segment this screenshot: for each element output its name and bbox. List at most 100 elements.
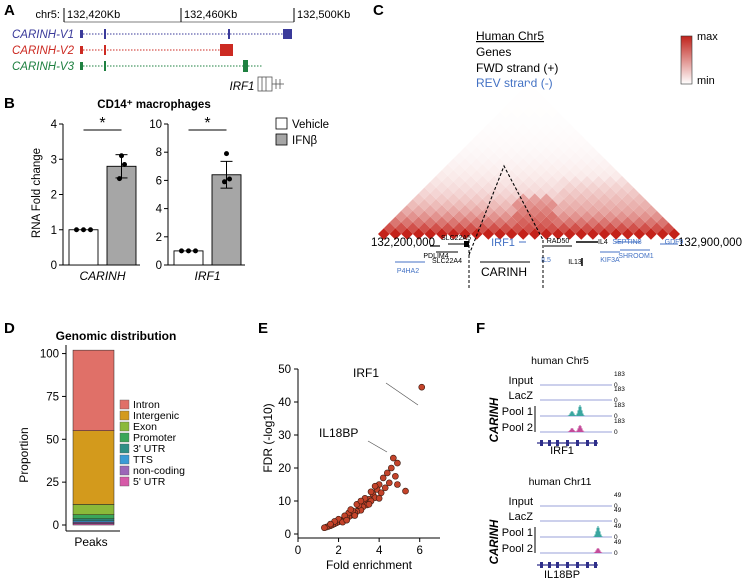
hic-cell xyxy=(529,170,541,182)
legend-swatch xyxy=(119,465,130,476)
hic-cell xyxy=(610,181,622,194)
hic-cell xyxy=(465,210,477,223)
gene-il5: IL5 xyxy=(541,257,551,264)
track-label: Input xyxy=(509,496,533,508)
gene-exon xyxy=(576,562,579,568)
scale-max: 183 xyxy=(614,402,625,409)
data-point xyxy=(74,227,79,233)
panel-b-ylabel: RNA Fold change xyxy=(31,148,43,238)
hic-cell xyxy=(494,135,506,147)
hic-cell xyxy=(575,204,588,217)
data-point xyxy=(122,162,127,168)
hic-cell xyxy=(569,152,582,165)
panel-label-a: A xyxy=(4,2,15,19)
hic-cell xyxy=(581,199,593,211)
hic-cell xyxy=(465,164,477,176)
legend-swatch xyxy=(119,476,130,487)
legend-label: Intron xyxy=(133,399,160,411)
hic-cell xyxy=(412,204,425,217)
hic-cell xyxy=(476,164,489,176)
hic-cell xyxy=(476,141,489,153)
scale-max: 183 xyxy=(614,371,625,378)
legend-vehicle: Vehicle xyxy=(292,119,329,131)
panel-b-title: CD14⁺ macrophages xyxy=(97,99,210,111)
isoform-v3-label: CARINH-V3 xyxy=(12,61,75,73)
f-gene-il18bp: IL18BP xyxy=(544,569,580,581)
scatter-point xyxy=(388,464,395,472)
hic-cell xyxy=(668,228,680,240)
panel-e: FDR (-log10) 0 10 20 30 40 50 0 2 4 6 Fold enrichm… xyxy=(261,364,440,572)
y-tick-label: 0 xyxy=(156,260,162,272)
scatter-point xyxy=(347,506,355,513)
hic-cell xyxy=(499,141,512,153)
track-label: Input xyxy=(509,375,533,387)
hic-cell xyxy=(627,210,640,223)
coord-right: 132,900,000 xyxy=(678,237,742,249)
label-il18bp: IL18BP xyxy=(319,426,358,440)
hic-cell xyxy=(511,152,524,165)
gene-il13: IL13 xyxy=(568,259,582,266)
hic-cell xyxy=(482,216,495,229)
hic-cell xyxy=(459,170,471,182)
hic-cell xyxy=(465,222,477,234)
hic-cell xyxy=(569,187,582,200)
hic-cell xyxy=(523,187,535,200)
isoform-v2-label: CARINH-V2 xyxy=(12,45,75,57)
hic-cell xyxy=(383,222,396,234)
hic-cell xyxy=(505,135,518,147)
hic-cell xyxy=(476,210,489,223)
scatter-point xyxy=(377,489,385,497)
hic-cell xyxy=(488,117,500,130)
scale-max: 49 xyxy=(614,507,622,514)
panel-c-hic: Human Chr5 Genes FWD strand (+) REV stra… xyxy=(371,29,742,288)
hic-cell xyxy=(639,222,651,234)
scatter-point xyxy=(390,454,397,462)
hic-cell xyxy=(592,210,605,223)
hic-cell xyxy=(558,141,570,153)
hic-cell xyxy=(581,164,593,176)
legend-swatch xyxy=(119,399,130,410)
hic-cell xyxy=(575,181,588,194)
tick-2: 132,460Kb xyxy=(184,9,237,21)
hic-cell xyxy=(494,181,506,194)
hic-cell xyxy=(511,164,524,176)
gene-pdlim4: PDLIM4 xyxy=(423,253,448,260)
hic-cell xyxy=(482,123,495,136)
track-label: Pool 2 xyxy=(502,422,533,434)
hic-cell xyxy=(459,228,471,240)
hic-cell xyxy=(633,193,646,205)
hic-cell xyxy=(540,170,553,182)
hic-cell xyxy=(534,199,547,211)
stacked-bar-chart: 0 25 50 75 100 xyxy=(40,345,120,532)
hic-cell xyxy=(470,204,483,217)
hic-cell xyxy=(540,135,553,147)
hic-cell xyxy=(563,135,576,147)
hic-cell xyxy=(499,199,512,211)
hic-cell xyxy=(505,193,518,205)
scatter-point xyxy=(394,481,401,488)
hic-cell xyxy=(558,152,570,165)
hic-cell xyxy=(523,106,535,118)
hic-cell xyxy=(447,181,460,194)
hic-cell xyxy=(552,204,564,217)
y-tick-label: 3 xyxy=(51,154,57,166)
hic-cell xyxy=(499,152,512,165)
hic-cell xyxy=(587,158,599,171)
hic-cell xyxy=(581,152,593,165)
y-tick-label: 0 xyxy=(285,529,291,541)
panel-e-ylabel: FDR (-log10) xyxy=(261,403,275,472)
gene-exon xyxy=(594,562,597,568)
hic-cell xyxy=(598,216,611,229)
hic-cell xyxy=(395,210,408,223)
hic-cell xyxy=(534,141,547,153)
hic-cell xyxy=(441,164,454,176)
hic-cell xyxy=(488,199,500,211)
hic-cell xyxy=(621,193,634,205)
hic-cell xyxy=(575,158,588,171)
hic-cell xyxy=(424,204,437,217)
hic-cell xyxy=(389,228,402,240)
legend-swatch xyxy=(119,410,130,421)
x-tick-label: 0 xyxy=(295,545,301,557)
hic-cell xyxy=(482,181,495,194)
hic-cell xyxy=(465,175,477,188)
